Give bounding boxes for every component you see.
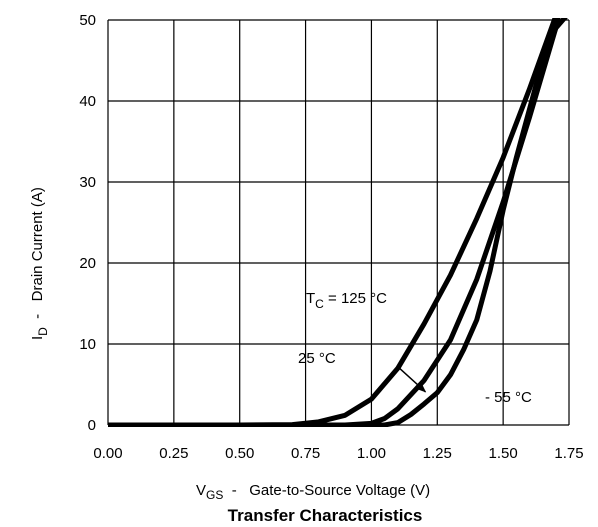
series-lines [108,18,568,427]
series-line-tcm55 [108,18,568,427]
y-tick-label: 50 [79,12,96,29]
chart-title: Transfer Characteristics [228,506,423,525]
x-tick-label: 0.25 [159,445,188,462]
x-tick-label: 1.75 [554,445,583,462]
grid [107,19,570,426]
y-axis-ticks: 0 10 20 30 40 50 [79,12,96,434]
annotation-tc-125: TC = 125 °C [306,290,387,311]
x-tick-label: 0.00 [93,445,122,462]
y-tick-label: 30 [79,174,96,191]
x-tick-label: 1.25 [423,445,452,462]
x-tick-label: 0.75 [291,445,320,462]
x-tick-label: 0.50 [225,445,254,462]
y-tick-label: 20 [79,255,96,272]
annotation-arrow [397,366,427,393]
x-axis-ticks: 0.00 0.25 0.50 0.75 1.00 1.25 1.50 1.75 [93,445,583,462]
annotation-tc-25: 25 °C [298,350,336,367]
annotation-tc-minus-55: - 55 °C [485,389,532,406]
y-tick-label: 10 [79,336,96,353]
y-axis-label: ID - Drain Current (A) [29,187,50,340]
y-tick-label: 40 [79,93,96,110]
x-axis-label: VGS - Gate-to-Source Voltage (V) [196,482,430,502]
x-tick-label: 1.50 [489,445,518,462]
y-tick-label: 0 [88,417,96,434]
x-tick-label: 1.00 [357,445,386,462]
